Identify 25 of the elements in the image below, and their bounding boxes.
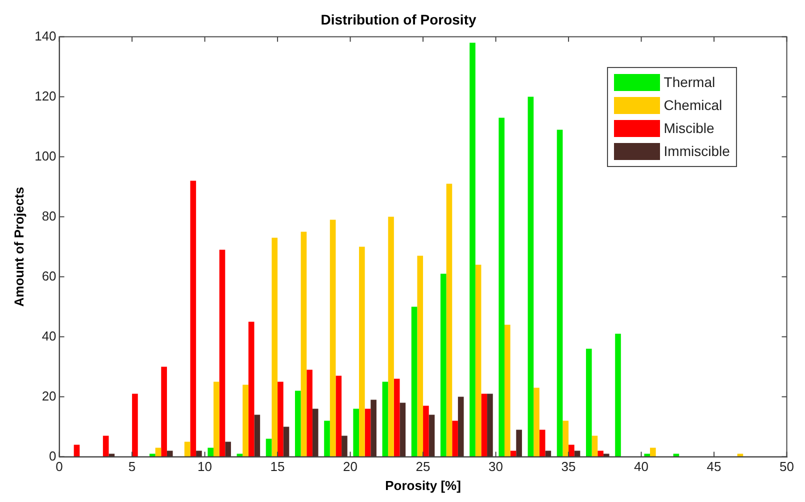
- y-tick-label: 20: [42, 388, 56, 404]
- legend-label: Immiscible: [664, 143, 730, 160]
- x-tick-label: 30: [488, 459, 504, 474]
- x-tick-label: 10: [198, 459, 212, 474]
- x-axis-title: Porosity [%]: [385, 478, 461, 493]
- x-tick-label: 45: [706, 459, 722, 474]
- y-tick-label: 100: [34, 148, 56, 164]
- x-tick-label: 35: [561, 459, 576, 474]
- y-tick-label: 140: [34, 28, 56, 44]
- x-tick-label: 50: [780, 459, 794, 474]
- x-tick-label: 15: [270, 459, 285, 474]
- y-tick-label: 60: [42, 268, 56, 284]
- x-tick-label: 25: [416, 459, 430, 474]
- y-tick-label: 120: [34, 88, 56, 104]
- x-tick-label: 20: [343, 459, 358, 474]
- legend-label: Miscible: [664, 120, 714, 136]
- y-tick-label: 0: [49, 448, 56, 464]
- chart-title: Distribution of Porosity: [320, 11, 476, 28]
- y-tick-label: 80: [42, 208, 56, 224]
- legend-label: Thermal: [664, 74, 716, 90]
- x-tick-label: 5: [128, 459, 136, 474]
- y-tick-label: 40: [42, 328, 56, 344]
- y-axis-title: Amount of Projects: [11, 186, 26, 307]
- x-tick-label: 40: [634, 459, 649, 474]
- legend-label: Chemical: [664, 97, 722, 114]
